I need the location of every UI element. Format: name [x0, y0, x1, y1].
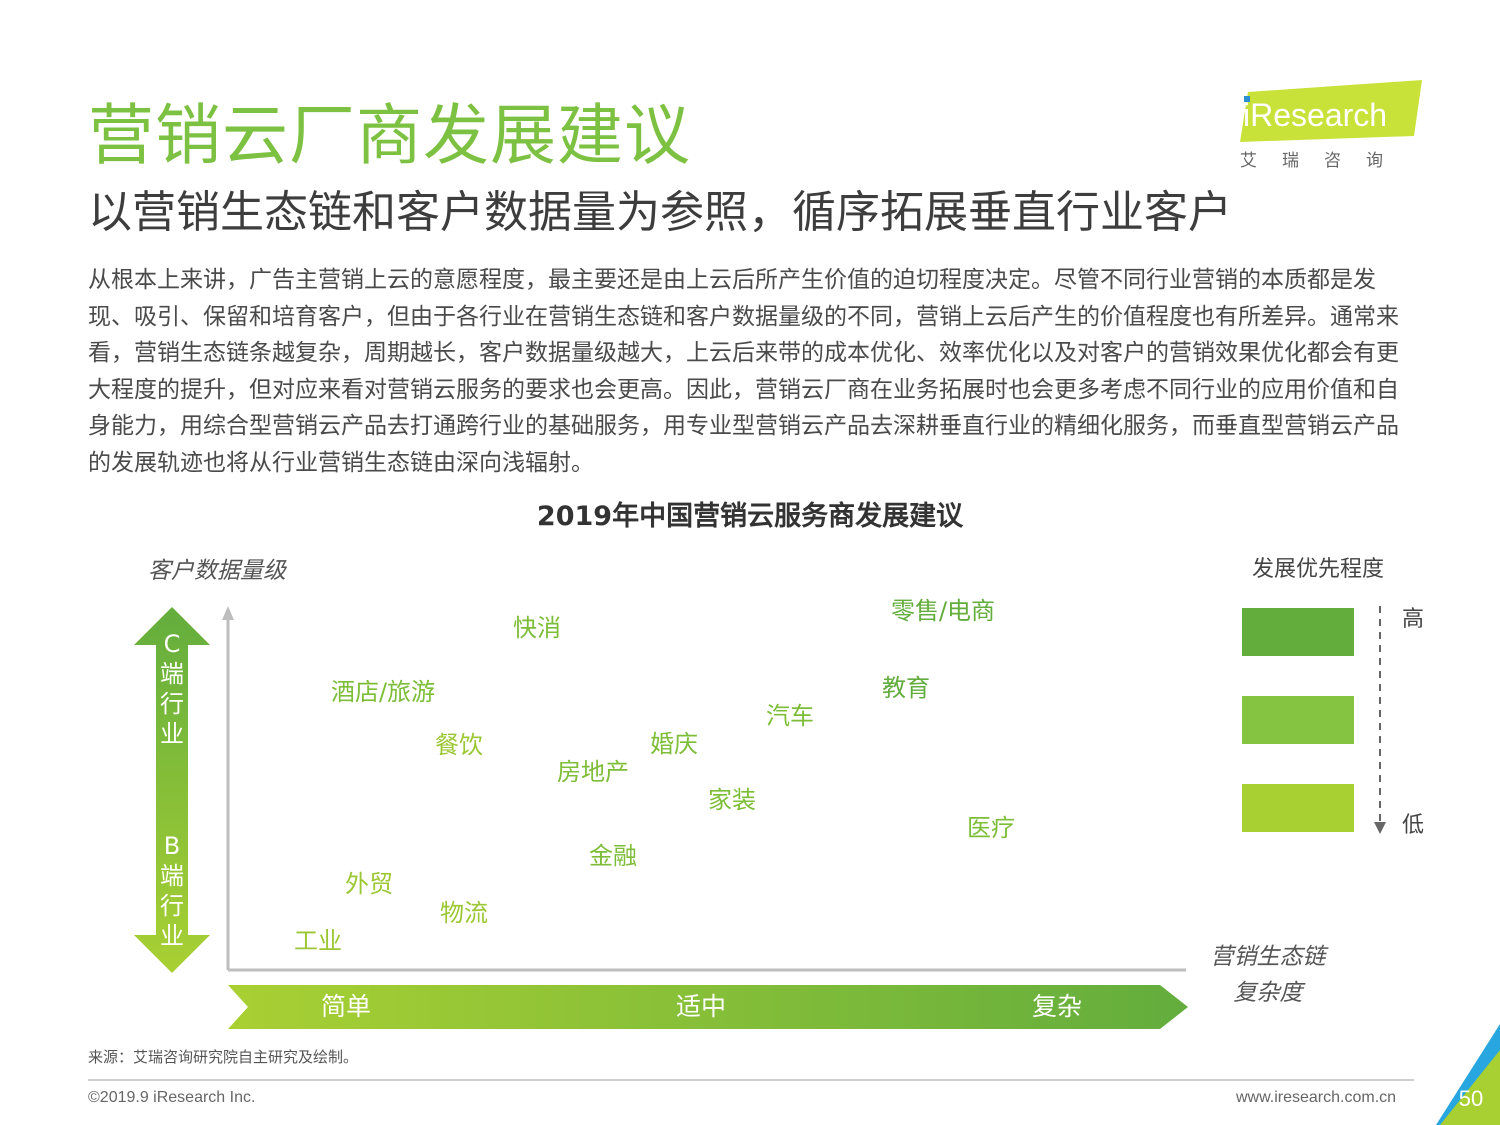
industry-label: 家装	[708, 786, 756, 814]
industry-label: 医疗	[967, 814, 1015, 842]
y-axis-arrowhead	[222, 606, 234, 620]
copyright: ©2019.9 iResearch Inc.	[88, 1089, 256, 1106]
industry-label: 餐饮	[435, 731, 483, 759]
legend-scale-arrowhead	[1374, 822, 1386, 834]
y-axis-label: 客户数据量级	[148, 558, 288, 584]
y-arrow-top-char: 端	[160, 660, 184, 688]
industry-label: 零售/电商	[891, 597, 995, 625]
x-level-band	[228, 985, 1188, 1029]
industry-label: 汽车	[766, 702, 814, 730]
y-arrow-bottom-char: 行	[160, 892, 184, 920]
chart-title: 2019年中国营销云服务商发展建议	[536, 501, 964, 532]
industry-label: 快消	[513, 614, 561, 642]
y-level-arrow	[134, 607, 210, 973]
y-arrow-top-char: 业	[160, 720, 184, 748]
page-subtitle: 以营销生态链和客户数据量为参照，循序拓展垂直行业客户	[88, 187, 1232, 238]
legend-low-label: 低	[1402, 813, 1424, 838]
legend-swatch	[1242, 608, 1354, 656]
y-arrow-bottom-char: B	[164, 832, 180, 860]
industry-label: 金融	[589, 842, 637, 870]
iresearch-logo: iResearch	[1240, 80, 1422, 142]
industry-label: 房地产	[557, 758, 629, 786]
industry-label: 物流	[440, 899, 488, 927]
page-title: 营销云厂商发展建议	[88, 97, 691, 174]
industry-label: 婚庆	[650, 730, 698, 758]
y-arrow-top-char: 行	[160, 690, 184, 718]
x-axis-label-line1: 营销生态链	[1211, 944, 1330, 970]
y-arrow-top-char: C	[164, 630, 181, 658]
legend-title: 发展优先程度	[1252, 557, 1384, 582]
source-note: 来源：艾瑞咨询研究院自主研究及绘制。	[88, 1048, 359, 1066]
logo-text: iResearch	[1243, 97, 1387, 133]
x-level-labels: 简单 适中 复杂	[321, 992, 1082, 1021]
x-level-label: 简单	[321, 992, 371, 1021]
website-url: www.iresearch.com.cn	[1236, 1089, 1397, 1106]
x-axis-label-line2: 复杂度	[1234, 980, 1307, 1006]
page-number: 50	[1458, 1086, 1484, 1111]
y-arrow-bottom-char: 业	[160, 922, 184, 950]
industry-label: 酒店/旅游	[331, 678, 435, 706]
legend-swatch	[1242, 696, 1354, 744]
industry-label: 教育	[882, 674, 930, 702]
industry-label: 工业	[294, 927, 342, 955]
body-paragraph: 从根本上来讲，广告主营销上云的意愿程度，最主要还是由上云后所产生价值的迫切程度决…	[88, 267, 1399, 476]
legend-swatch	[1242, 784, 1354, 832]
x-level-label: 适中	[676, 992, 726, 1021]
legend-high-label: 高	[1402, 607, 1424, 632]
corner-decoration	[1436, 1024, 1500, 1125]
corner-decoration-accent	[1440, 1050, 1500, 1125]
y-arrow-bottom-char: 端	[160, 862, 184, 890]
legend-swatches	[1242, 608, 1354, 832]
industry-label: 外贸	[345, 870, 393, 898]
x-level-label: 复杂	[1032, 992, 1082, 1021]
footer-divider	[88, 1079, 1414, 1081]
logo-chinese: 艾瑞咨询	[1240, 151, 1408, 171]
